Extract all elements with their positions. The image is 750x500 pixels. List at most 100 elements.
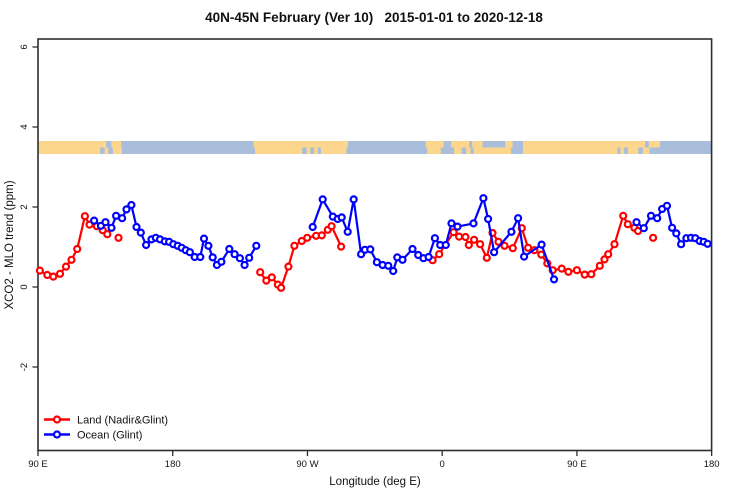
data-point xyxy=(337,213,346,222)
data-point xyxy=(303,233,312,242)
legend-ocean-label: Ocean (Glint) xyxy=(77,430,142,442)
legend-ocean-marker-icon xyxy=(52,430,62,439)
strip-ocean-row xyxy=(38,141,712,148)
data-point xyxy=(308,222,317,232)
data-point xyxy=(500,241,509,250)
data-series xyxy=(35,194,712,292)
data-point xyxy=(572,266,582,275)
data-point xyxy=(564,267,573,276)
data-point xyxy=(653,214,662,223)
strip-land-segment xyxy=(454,147,462,154)
data-point xyxy=(424,252,433,262)
data-point xyxy=(204,241,213,250)
data-point xyxy=(623,220,632,229)
data-point xyxy=(366,245,375,254)
data-point xyxy=(646,211,656,220)
strip-land-segment xyxy=(642,147,650,154)
data-point xyxy=(196,252,205,262)
y-tick-label: 4 xyxy=(19,124,30,129)
y-axis-title: XCO2 - MLO trend (ppm) xyxy=(4,180,16,309)
data-point xyxy=(455,232,464,241)
strip-land-segment xyxy=(627,147,639,154)
data-point xyxy=(122,205,131,214)
data-point xyxy=(73,244,82,254)
strip-land-segment xyxy=(38,147,101,154)
data-point xyxy=(604,250,613,259)
data-point xyxy=(398,255,407,264)
chart-title: 40N-45N February (Ver 10) 2015-01-01 to … xyxy=(205,10,543,25)
data-point xyxy=(337,242,346,251)
data-point xyxy=(508,244,517,253)
data-point xyxy=(447,219,456,228)
data-point xyxy=(449,228,458,237)
data-point xyxy=(648,233,658,242)
x-tick-label: 0 xyxy=(440,459,445,470)
data-point xyxy=(240,260,249,270)
data-point xyxy=(557,264,566,273)
data-point xyxy=(441,240,450,250)
strip-land-segment xyxy=(505,141,513,148)
data-point xyxy=(507,227,516,236)
y-tick-label: 2 xyxy=(19,204,30,209)
data-point xyxy=(185,248,194,257)
x-tick-label: 90 E xyxy=(567,459,587,470)
strip-land-segment xyxy=(648,141,661,148)
data-point xyxy=(217,257,226,266)
data-point xyxy=(132,222,141,232)
data-point xyxy=(80,212,90,221)
data-point xyxy=(245,253,254,262)
strip-land-segment xyxy=(451,141,470,148)
data-point xyxy=(256,268,265,277)
legend-land-label: Land (Nadir&Glint) xyxy=(77,415,168,427)
strip-land-segment xyxy=(620,147,625,154)
strip-land-segment xyxy=(38,141,107,148)
data-point xyxy=(327,222,336,231)
data-point xyxy=(67,255,76,264)
data-point xyxy=(35,266,45,275)
data-point xyxy=(199,234,209,243)
strip-land-segment xyxy=(466,147,471,154)
strip-land-segment xyxy=(314,147,318,154)
land-ocean-map-strip xyxy=(38,141,712,154)
strip-land-segment xyxy=(104,147,109,154)
data-point xyxy=(114,233,123,242)
x-tick-label: 90 E xyxy=(28,459,48,470)
data-point xyxy=(343,227,352,236)
data-point xyxy=(277,283,286,292)
x-axis-ticks: 90 E 180 90 W 0 90 E 180 xyxy=(28,450,720,470)
data-point xyxy=(470,235,479,244)
data-point xyxy=(662,201,672,210)
strip-land-segment xyxy=(425,141,444,148)
data-point xyxy=(667,223,677,232)
strip-land-segment xyxy=(472,141,483,148)
data-point xyxy=(101,218,110,227)
legend: Land (Nadir&Glint) Ocean (Glint) xyxy=(44,415,168,442)
strip-land-segment xyxy=(112,147,122,154)
data-point xyxy=(672,229,681,238)
data-point xyxy=(225,244,234,254)
data-point xyxy=(208,253,217,262)
legend-land-marker-icon xyxy=(52,415,62,424)
data-point xyxy=(290,241,299,250)
data-point xyxy=(619,211,628,220)
data-point xyxy=(89,216,99,225)
data-point xyxy=(235,254,244,263)
strip-land-segment xyxy=(473,147,512,154)
data-point xyxy=(389,266,398,276)
data-point xyxy=(284,262,293,271)
y-tick-label: -2 xyxy=(19,363,30,371)
data-point xyxy=(703,239,712,248)
data-point xyxy=(453,222,462,231)
strip-land-segment xyxy=(427,147,441,154)
data-point xyxy=(469,219,478,228)
data-point xyxy=(435,250,444,259)
data-point xyxy=(464,240,473,250)
strip-ocean-row xyxy=(38,147,712,154)
strip-land-segment xyxy=(253,141,348,148)
y-tick-label: 6 xyxy=(19,44,30,49)
data-point xyxy=(519,252,529,261)
x-tick-label: 180 xyxy=(165,459,181,470)
data-point xyxy=(127,200,136,210)
strip-land-segment xyxy=(523,141,646,148)
